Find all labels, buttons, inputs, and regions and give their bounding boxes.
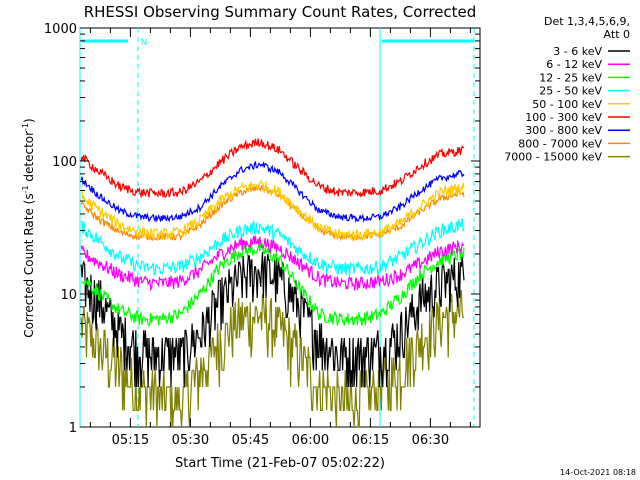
legend-label: 6 - 12 keV: [546, 58, 602, 71]
series-line-25to50keV: [80, 218, 465, 277]
series-line-3to6keV: [80, 252, 465, 388]
x-tick-label: 06:00: [292, 433, 329, 448]
y-axis-label: Corrected Count Rate (s-1 detector-1): [21, 118, 36, 337]
series-line-12to25keV: [80, 241, 465, 328]
legend-label: 7000 - 15000 keV: [504, 151, 602, 164]
series-line-6to12keV: [80, 235, 465, 292]
x-tick-label: 05:15: [112, 433, 149, 448]
legend-label: 12 - 25 keV: [539, 71, 602, 84]
x-axis-label: Start Time (21-Feb-07 05:02:22): [175, 456, 385, 471]
legend-label: 800 - 7000 keV: [518, 137, 602, 150]
legend-label: 3 - 6 keV: [553, 45, 602, 58]
series-line-50to100keV: [80, 180, 465, 242]
x-tick-label: 06:15: [352, 433, 389, 448]
y-axis-label-exp-1: -1: [21, 185, 30, 193]
series-line-100to300keV: [80, 138, 464, 199]
legend-label: 100 - 300 keV: [525, 111, 602, 124]
legend-label: 25 - 50 keV: [539, 85, 602, 98]
y-tick-label: 1: [69, 421, 77, 436]
y-axis-label-exp-2: -1: [21, 123, 30, 131]
x-tick-label: 05:30: [172, 433, 209, 448]
legend-label: 300 - 800 keV: [525, 124, 602, 137]
legend-header-line-1: Det 1,3,4,5,6,9,: [544, 15, 630, 28]
x-axis: 05:15 05:30 05:45 06:00 06:15 06:30: [89, 28, 471, 448]
y-axis-label-part-1: Corrected Count Rate (s: [22, 193, 36, 337]
y-tick-label: 100: [52, 155, 77, 170]
series-line-7000to15000keV: [80, 290, 464, 428]
y-axis: 1 10 100 1000: [44, 22, 480, 436]
x-tick-label: 05:45: [232, 433, 269, 448]
chart-title: RHESSI Observing Summary Count Rates, Co…: [84, 3, 477, 21]
y-axis-label-part-2: detector: [22, 131, 36, 186]
y-axis-label-part-3: ): [22, 118, 36, 123]
x-tick-label: 06:30: [412, 433, 449, 448]
series-line-300to800keV: [80, 160, 465, 224]
series-layer: [80, 138, 465, 428]
footer-timestamp: 14-Oct-2021 08:18: [560, 468, 636, 477]
legend-label: 50 - 100 keV: [532, 98, 602, 111]
y-tick-label: 10: [60, 288, 77, 303]
legend-header-line-2: Att 0: [604, 28, 630, 41]
annotation-segments: N: [82, 38, 474, 48]
annotation-label: N: [141, 38, 148, 48]
y-tick-label: 1000: [44, 22, 77, 37]
